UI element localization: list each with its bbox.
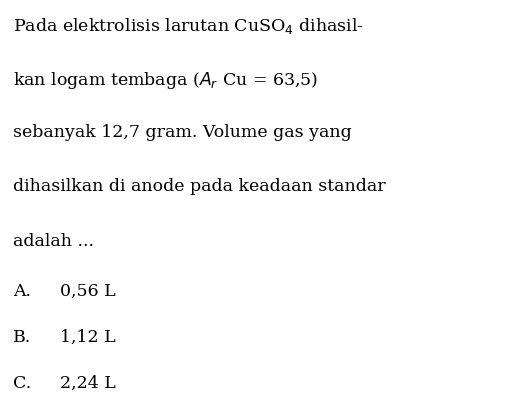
Text: adalah ...: adalah ... [13,233,94,249]
Text: A.: A. [13,283,31,300]
Text: C.: C. [13,375,31,392]
Text: kan logam tembaga ($A_r$ Cu = 63,5): kan logam tembaga ($A_r$ Cu = 63,5) [13,70,318,91]
Text: 2,24 L: 2,24 L [60,375,116,392]
Text: dihasilkan di anode pada keadaan standar: dihasilkan di anode pada keadaan standar [13,178,386,195]
Text: 0,56 L: 0,56 L [60,283,116,300]
Text: B.: B. [13,329,31,346]
Text: 1,12 L: 1,12 L [60,329,116,346]
Text: Pada elektrolisis larutan CuSO$_4$ dihasil-: Pada elektrolisis larutan CuSO$_4$ dihas… [13,16,364,36]
Text: sebanyak 12,7 gram. Volume gas yang: sebanyak 12,7 gram. Volume gas yang [13,124,352,141]
